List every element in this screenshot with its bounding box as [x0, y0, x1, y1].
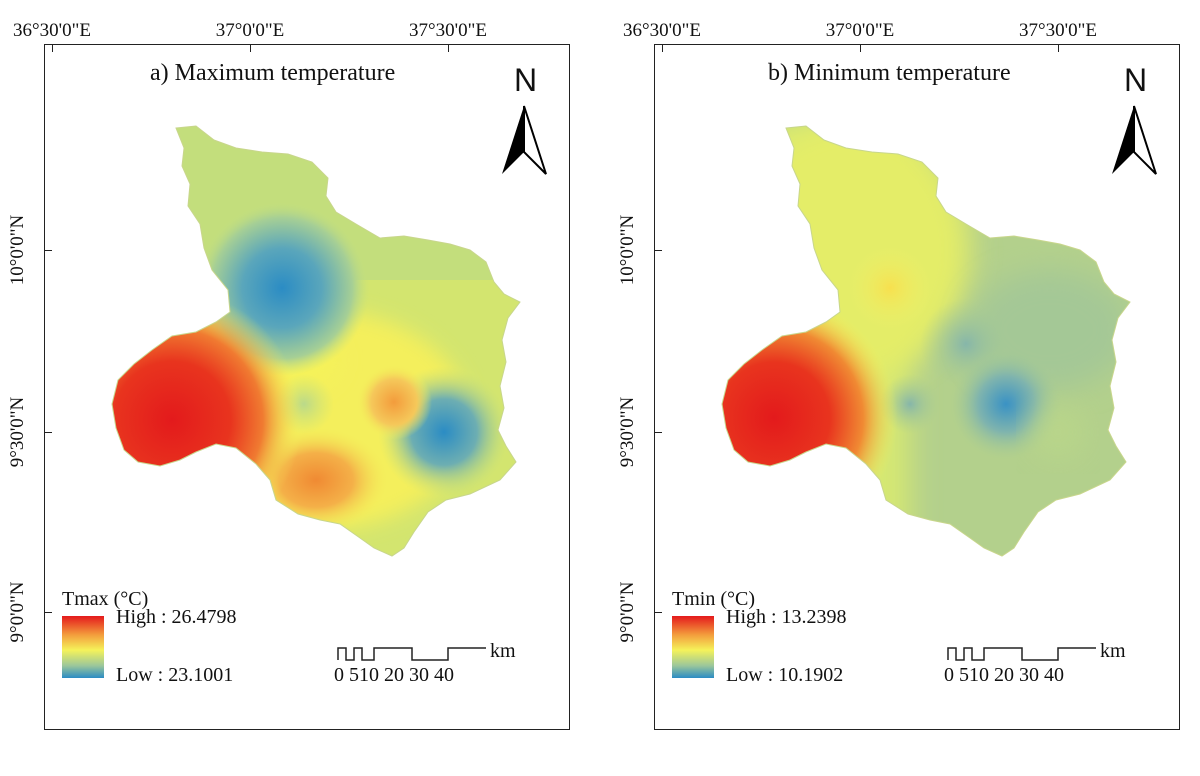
north-label: N	[1124, 62, 1148, 98]
tick-mark	[654, 432, 662, 433]
north-label: N	[514, 62, 538, 98]
legend-color-ramp	[672, 616, 714, 678]
legend-high-label: High : 13.2398	[726, 606, 847, 628]
longitude-label: 37°0'0"E	[215, 20, 285, 41]
longitude-label: 37°30'0"E	[409, 20, 487, 41]
legend-title: Tmax (°C)	[62, 588, 149, 610]
tick-mark	[448, 44, 449, 52]
tick-mark	[1058, 44, 1059, 52]
tick-mark	[654, 612, 662, 613]
map-title: b) Minimum temperature	[768, 60, 1011, 86]
tick-mark	[44, 612, 52, 613]
temperature-map-tmax	[111, 125, 521, 557]
scale-labels: 0 510 20 30 40	[944, 664, 1064, 686]
legend-color-ramp	[62, 616, 104, 678]
north-arrow-icon	[1112, 105, 1157, 175]
tick-mark	[654, 250, 662, 251]
region-boundary	[111, 125, 521, 557]
longitude-label: 36°30'0"E	[13, 20, 91, 41]
tick-mark	[44, 250, 52, 251]
tick-mark	[44, 432, 52, 433]
longitude-label: 37°30'0"E	[1019, 20, 1097, 41]
region-boundary	[721, 125, 1131, 557]
legend-title: Tmin (°C)	[672, 588, 755, 610]
longitude-label: 37°0'0"E	[825, 20, 895, 41]
temperature-map-tmin	[721, 125, 1131, 557]
tick-mark	[662, 44, 663, 52]
north-arrow-icon	[502, 105, 547, 175]
map-title: a) Maximum temperature	[150, 60, 396, 86]
tick-mark	[52, 44, 53, 52]
tick-mark	[860, 44, 861, 52]
map-panel-a: 36°30'0"E 37°0'0"E 37°30'0"E 10°0'0"N 9°…	[0, 0, 580, 776]
map-panel-b: 36°30'0"E 37°0'0"E 37°30'0"E 10°0'0"N 9°…	[610, 0, 1190, 776]
legend-high-label: High : 26.4798	[116, 606, 237, 628]
tick-mark	[250, 44, 251, 52]
legend-low-label: Low : 10.1902	[726, 664, 844, 686]
scale-labels: 0 510 20 30 40	[334, 664, 454, 686]
scale-bar	[947, 647, 1096, 661]
legend-low-label: Low : 23.1001	[116, 664, 234, 686]
longitude-label: 36°30'0"E	[623, 20, 701, 41]
scale-unit: km	[1100, 640, 1126, 662]
interpolated-surface	[722, 126, 1130, 556]
scale-unit: km	[490, 640, 516, 662]
scale-bar	[337, 647, 486, 661]
interpolated-surface	[112, 126, 520, 556]
